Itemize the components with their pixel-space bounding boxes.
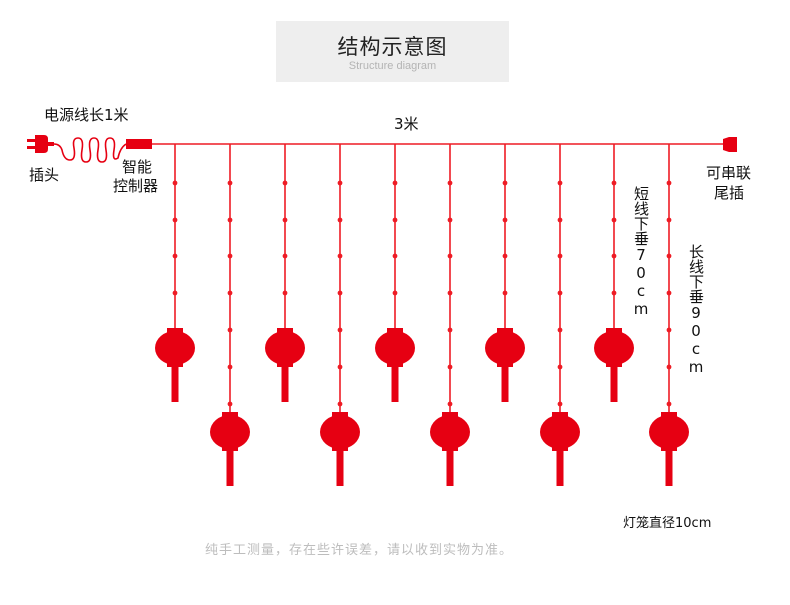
bulb-dot bbox=[227, 290, 233, 296]
strand-long bbox=[320, 144, 360, 486]
bulb-dot bbox=[227, 180, 233, 186]
strand-short bbox=[594, 144, 634, 402]
lantern-icon bbox=[375, 328, 415, 402]
bulb-dot bbox=[447, 364, 453, 370]
bulb-dot bbox=[172, 290, 178, 296]
coiled-power-cord bbox=[53, 137, 127, 163]
plug-icon bbox=[27, 135, 54, 153]
strand-short bbox=[375, 144, 415, 402]
bulb-dot bbox=[392, 290, 398, 296]
lantern-icon bbox=[320, 412, 360, 486]
bulb-dot bbox=[666, 217, 672, 223]
end-plug-icon bbox=[723, 137, 737, 152]
bulb-dot bbox=[666, 364, 672, 370]
bulb-dot bbox=[447, 253, 453, 259]
bulb-dot bbox=[172, 180, 178, 186]
bulb-dot bbox=[227, 217, 233, 223]
lantern-diameter-label: 灯笼直径10cm bbox=[623, 516, 712, 531]
bulb-dot bbox=[447, 290, 453, 296]
bulb-dot bbox=[227, 253, 233, 259]
bulb-dot bbox=[282, 253, 288, 259]
controller-label-1: 智能 bbox=[122, 158, 153, 176]
strand-short bbox=[265, 144, 305, 402]
bulb-dot bbox=[392, 217, 398, 223]
bulb-dot bbox=[337, 253, 343, 259]
bulb-dot bbox=[666, 327, 672, 333]
bulb-dot bbox=[611, 217, 617, 223]
title-box: 结构示意图 Structure diagram bbox=[276, 21, 509, 82]
title-chinese: 结构示意图 bbox=[337, 35, 448, 59]
bulb-dot bbox=[392, 253, 398, 259]
bulb-dot bbox=[666, 290, 672, 296]
bulb-dot bbox=[392, 180, 398, 186]
bulb-dot bbox=[611, 180, 617, 186]
strand-long bbox=[649, 144, 689, 486]
plug-label: 插头 bbox=[29, 166, 60, 184]
bulb-dot bbox=[282, 217, 288, 223]
bulb-dot bbox=[447, 401, 453, 407]
lantern-icon bbox=[540, 412, 580, 486]
strand-short bbox=[155, 144, 195, 402]
controller-box bbox=[126, 139, 152, 149]
bulb-dot bbox=[666, 401, 672, 407]
strand-long bbox=[210, 144, 250, 486]
bulb-dot bbox=[447, 180, 453, 186]
end-plug-label-1: 可串联 bbox=[706, 164, 752, 182]
long-drop-label: 长线下垂90cm bbox=[687, 244, 705, 376]
bulb-dot bbox=[227, 327, 233, 333]
disclaimer-text: 纯手工测量，存在些许误差，请以收到实物为准。 bbox=[205, 543, 514, 558]
bulb-dot bbox=[282, 290, 288, 296]
bulb-dot bbox=[172, 217, 178, 223]
bulb-dot bbox=[337, 401, 343, 407]
bulb-dot bbox=[337, 217, 343, 223]
controller-label-2: 控制器 bbox=[113, 177, 159, 195]
bulb-dot bbox=[557, 401, 563, 407]
lantern-icon bbox=[155, 328, 195, 402]
length-label: 3米 bbox=[394, 115, 419, 133]
bulb-dot bbox=[557, 364, 563, 370]
bulb-dot bbox=[502, 253, 508, 259]
bulb-dot bbox=[282, 180, 288, 186]
bulb-dot bbox=[337, 327, 343, 333]
bulb-dot bbox=[557, 290, 563, 296]
bulb-dot bbox=[227, 364, 233, 370]
strand-long bbox=[430, 144, 470, 486]
bulb-dot bbox=[666, 253, 672, 259]
bulb-dot bbox=[611, 290, 617, 296]
bulb-dot bbox=[337, 364, 343, 370]
bulb-dot bbox=[502, 217, 508, 223]
bulb-dot bbox=[502, 290, 508, 296]
bulb-dot bbox=[557, 253, 563, 259]
strand-long bbox=[540, 144, 580, 486]
bulb-dot bbox=[666, 180, 672, 186]
lantern-icon bbox=[649, 412, 689, 486]
lantern-icon bbox=[430, 412, 470, 486]
lantern-icon bbox=[485, 328, 525, 402]
short-drop-label: 短线下垂70cm bbox=[632, 186, 650, 318]
end-plug-label-2: 尾插 bbox=[714, 184, 745, 202]
strand-short bbox=[485, 144, 525, 402]
bulb-dot bbox=[611, 253, 617, 259]
bulb-dot bbox=[557, 180, 563, 186]
bulb-dot bbox=[447, 217, 453, 223]
lantern-icon bbox=[594, 328, 634, 402]
bulb-dot bbox=[172, 253, 178, 259]
title-english: Structure diagram bbox=[348, 60, 437, 72]
bulb-dot bbox=[337, 180, 343, 186]
bulb-dot bbox=[337, 290, 343, 296]
bulb-dot bbox=[447, 327, 453, 333]
bulb-dot bbox=[557, 217, 563, 223]
lantern-icon bbox=[265, 328, 305, 402]
bulb-dot bbox=[227, 401, 233, 407]
bulb-dot bbox=[502, 180, 508, 186]
power-cord-label: 电源线长1米 bbox=[44, 106, 129, 124]
lantern-icon bbox=[210, 412, 250, 486]
bulb-dot bbox=[557, 327, 563, 333]
